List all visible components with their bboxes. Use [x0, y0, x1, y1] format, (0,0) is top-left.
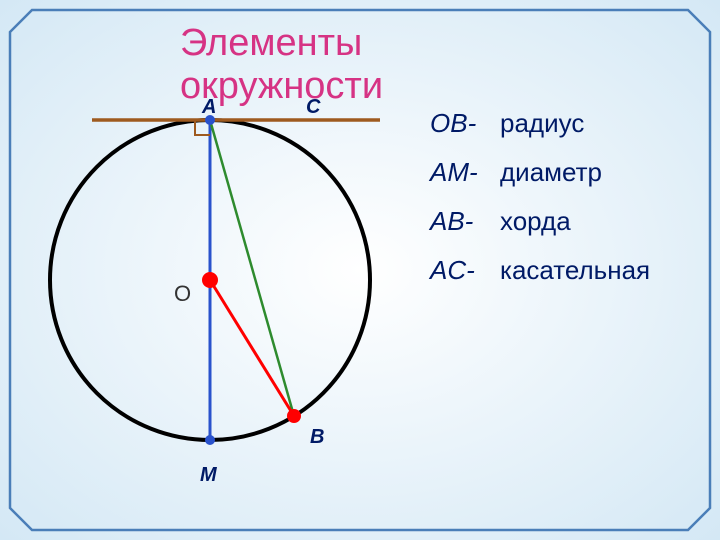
definition-row: OB- радиус	[430, 108, 710, 139]
definition-row: AB- хорда	[430, 206, 710, 237]
definition-value: касательная	[500, 255, 650, 286]
label-c: C	[306, 96, 321, 118]
label-b: B	[310, 426, 324, 448]
definition-label: AB-	[430, 206, 500, 237]
point-o	[202, 272, 218, 288]
definition-value: хорда	[500, 206, 571, 237]
definitions-list: OB- радиус AM- диаметр AB- хорда AC- кас…	[430, 108, 710, 304]
label-m: M	[200, 464, 218, 486]
circle-diagram: A C О B M	[30, 75, 410, 515]
point-b	[287, 409, 301, 423]
definition-value: радиус	[500, 108, 584, 139]
radius-line	[210, 280, 294, 416]
label-a: A	[201, 96, 216, 118]
definition-label: AC-	[430, 255, 500, 286]
point-m	[205, 435, 215, 445]
label-o: О	[174, 281, 191, 306]
definition-value: диаметр	[500, 157, 602, 188]
definition-row: AM- диаметр	[430, 157, 710, 188]
definition-label: AM-	[430, 157, 500, 188]
definition-row: AC- касательная	[430, 255, 710, 286]
definition-label: OB-	[430, 108, 500, 139]
chord-line	[210, 120, 294, 416]
